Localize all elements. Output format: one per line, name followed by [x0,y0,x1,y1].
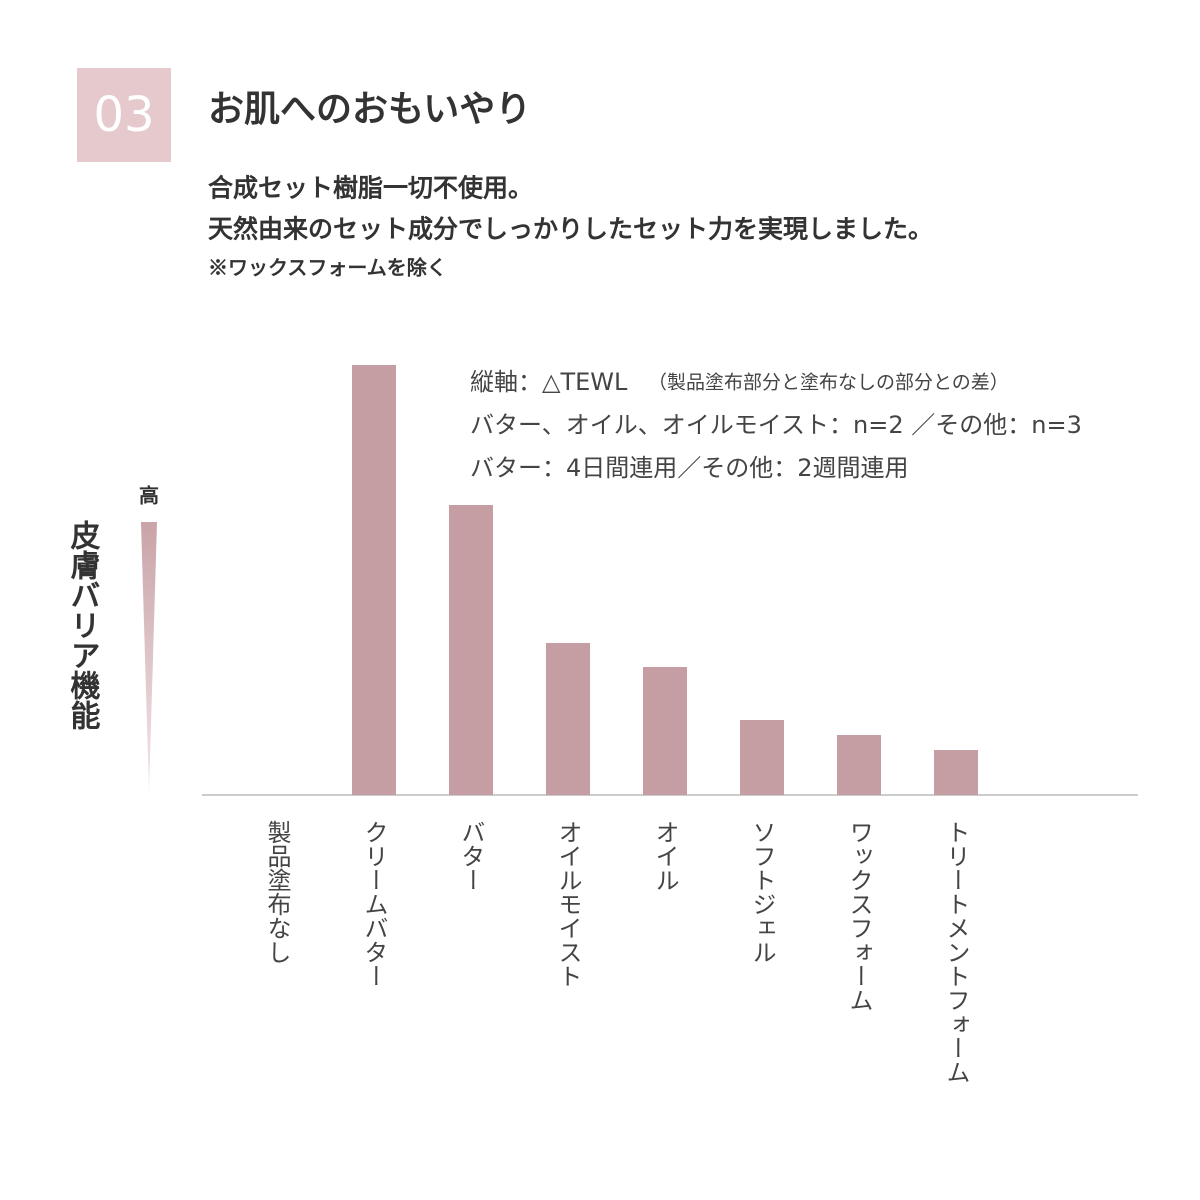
x-tick-label: オイル [651,820,679,892]
bar [449,505,493,795]
annotation: バター：4日間連用／その他：2週間連用 [470,454,909,482]
badge: 03 [93,87,154,143]
bar [837,735,881,795]
bar [740,720,784,795]
bar [643,667,687,795]
annotation: （製品塗布部分と塗布なしの部分との差） [648,371,1009,394]
x-tick-label: オイルモイスト [554,820,582,988]
bar [934,750,978,795]
y-high-label: 高 [139,484,159,508]
x-tick-label: クリームバター [360,820,388,988]
bar [546,643,590,795]
heading: お肌へのおもいやり [208,88,531,130]
y-arrow [141,522,157,792]
x-tick-label: ワックスフォーム [845,820,873,1012]
x-tick-label: ソフトジェル [748,820,776,964]
y-label: 皮膚バリア機能 [65,520,101,730]
annotation: 縦軸：△TEWL [470,368,628,396]
note: ※ワックスフォームを除く [208,256,447,280]
annotation: バター、オイル、オイルモイスト：n=2 ／その他：n=3 [470,411,1082,439]
badge-box [77,68,171,162]
x-tick-label: バター [457,820,485,892]
x-tick-label: 製品塗布なし [263,820,291,964]
x-tick-label: トリートメントフォーム [942,820,970,1084]
bar [352,365,396,795]
description: 合成セット樹脂一切不使用。 [208,174,533,203]
description: 天然由来のセット成分でしっかりしたセット力を実現しました。 [208,215,933,244]
